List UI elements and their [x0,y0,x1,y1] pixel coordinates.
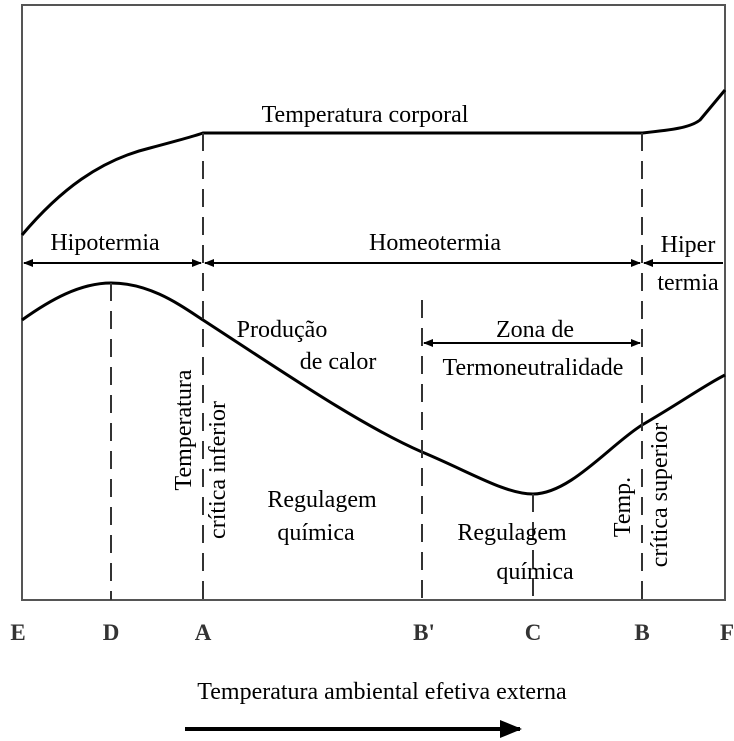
critical-label: crítica superior [647,423,673,568]
region-label: Hipotermia [50,230,160,256]
curve-label: Produção [237,317,328,343]
axis-point: F [720,620,734,645]
axis-title: Temperatura ambiental efetiva externa [197,679,567,705]
frame [21,4,726,601]
axis-point: C [525,620,542,645]
curve-label: de calor [300,349,377,375]
region-label: termia [657,270,719,296]
critical-label: crítica inferior [205,401,231,539]
axis-point: E [10,620,25,645]
zone-label: Zona de [496,317,574,343]
curve-label: Temperatura corporal [262,102,469,128]
region-label: Hiper [661,232,716,258]
axis-point: B' [413,620,435,645]
regulation-label: Regulagem [457,520,567,546]
regulation-label: química [496,559,574,585]
regulation-label: química [277,520,355,546]
axis-point: D [103,620,120,645]
axis-point: B [634,620,649,645]
heat-production-curve [21,281,726,496]
body-temperature-curve [20,89,727,236]
critical-label: Temperatura [171,369,197,490]
zone-label: Termoneutralidade [443,355,624,381]
axis-point: A [195,620,212,645]
region-label: Homeotermia [369,230,501,256]
critical-label: Temp. [610,477,636,537]
regulation-label: Regulagem [267,487,377,513]
